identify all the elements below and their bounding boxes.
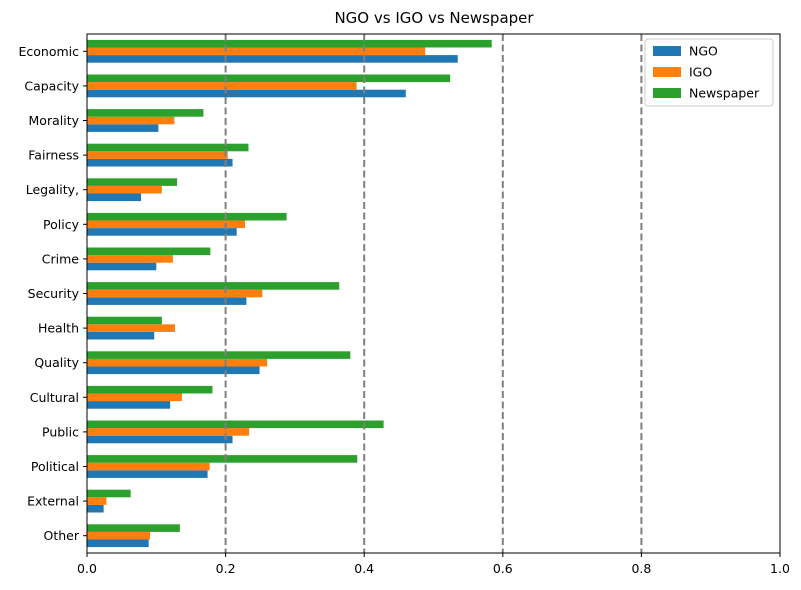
- chart-title: NGO vs IGO vs Newspaper: [334, 9, 534, 27]
- bar-ngo-crime: [87, 262, 157, 271]
- y-tick-label: Public: [42, 424, 79, 439]
- bar-igo-cultural: [87, 393, 182, 402]
- bar-newspaper-cultural: [87, 385, 213, 394]
- x-tick-label: 0.2: [216, 561, 236, 576]
- bar-ngo-other: [87, 539, 149, 548]
- bar-ngo-morality: [87, 124, 159, 132]
- y-tick-label: Crime: [42, 251, 80, 266]
- y-tick-label: External: [27, 494, 79, 509]
- legend-swatch-newspaper: [653, 88, 681, 98]
- bar-ngo-policy: [87, 228, 237, 236]
- y-tick-label: Fairness: [28, 148, 79, 163]
- x-tick-label: 0.8: [631, 561, 651, 576]
- y-tick-label: Legality,: [26, 182, 79, 197]
- bar-newspaper-morality: [87, 109, 204, 117]
- bar-igo-policy: [87, 220, 246, 229]
- y-tick-label: Cultural: [30, 390, 79, 405]
- legend: NGO IGO Newspaper: [644, 38, 774, 107]
- bar-newspaper-capacity: [87, 74, 451, 83]
- bar-newspaper-health: [87, 316, 162, 325]
- legend-label-igo: IGO: [689, 65, 712, 80]
- bar-igo-external: [87, 497, 107, 505]
- bar-newspaper-quality: [87, 351, 351, 359]
- bar-newspaper-policy: [87, 212, 287, 221]
- bar-igo-political: [87, 462, 210, 471]
- y-tick-label: Policy: [43, 217, 80, 232]
- bar-newspaper-political: [87, 455, 358, 463]
- bar-igo-capacity: [87, 82, 357, 90]
- bar-newspaper-fairness: [87, 143, 249, 152]
- plot-area: Economic Capacity Morality Fairness Legality…: [18, 33, 790, 576]
- y-tick-label: Health: [38, 321, 79, 336]
- bar-igo-legality: [87, 185, 162, 194]
- y-tick-label: Other: [44, 528, 80, 543]
- bar-igo-crime: [87, 255, 173, 263]
- axes-frame: [86, 33, 781, 554]
- bar-igo-security: [87, 289, 263, 298]
- bar-newspaper-public: [87, 420, 384, 429]
- bar-ngo-public: [87, 435, 233, 444]
- y-tick-label: Morality: [29, 113, 80, 128]
- bar-igo-public: [87, 428, 250, 436]
- x-tick-label: 0.0: [77, 561, 97, 576]
- y-tick-label: Security: [28, 286, 80, 301]
- bar-ngo-legality: [87, 193, 142, 202]
- bar-newspaper-legality: [87, 178, 178, 186]
- bar-ngo-cultural: [87, 401, 171, 409]
- bar-ngo-security: [87, 297, 247, 305]
- bar-newspaper-economic: [87, 39, 492, 48]
- x-tick-label: 0.4: [354, 561, 374, 576]
- bar-ngo-fairness: [87, 158, 233, 167]
- bar-ngo-quality: [87, 366, 260, 375]
- bar-igo-other: [87, 531, 151, 540]
- legend-swatch-igo: [653, 67, 681, 77]
- bar-ngo-economic: [87, 55, 458, 63]
- x-tick-label: 1.0: [770, 561, 790, 576]
- y-tick-label: Economic: [18, 44, 79, 59]
- y-tick-label: Capacity: [24, 78, 79, 93]
- bar-igo-economic: [87, 47, 426, 56]
- legend-label-newspaper: Newspaper: [689, 86, 760, 101]
- bar-igo-health: [87, 324, 176, 332]
- legend-label-ngo: NGO: [689, 44, 718, 59]
- y-tick-label: Quality: [34, 355, 79, 370]
- bar-newspaper-security: [87, 282, 340, 290]
- y-tick-label: Political: [31, 459, 79, 474]
- bar-ngo-capacity: [87, 89, 406, 98]
- bar-ngo-external: [87, 504, 104, 513]
- bar-newspaper-other: [87, 524, 180, 532]
- bar-newspaper-external: [87, 489, 131, 498]
- bar-newspaper-crime: [87, 247, 211, 256]
- bar-igo-morality: [87, 116, 175, 125]
- bar-igo-fairness: [87, 151, 228, 159]
- legend-swatch-ngo: [653, 46, 681, 56]
- bar-ngo-political: [87, 470, 208, 478]
- bar-ngo-health: [87, 331, 155, 340]
- x-tick-label: 0.6: [493, 561, 513, 576]
- bar-igo-quality: [87, 358, 268, 367]
